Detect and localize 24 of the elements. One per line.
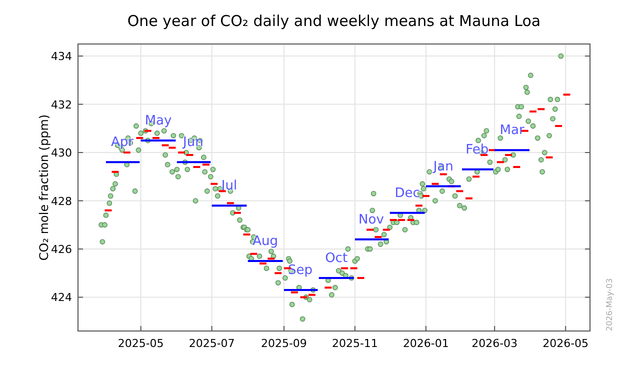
x-tick-label: 2026-05	[542, 337, 589, 350]
chart-title: One year of CO₂ daily and weekly means at Mauna Loa	[127, 12, 541, 30]
annotation: May	[144, 113, 172, 128]
y-tick-label: 434	[51, 50, 72, 64]
y-tick-label: 432	[51, 98, 72, 112]
y-axis-title: CO₂ mole fraction (ppm)	[37, 114, 51, 261]
annotation: Oct	[325, 250, 348, 266]
annotation: Mar	[500, 123, 525, 138]
y-tick-label: 426	[51, 243, 72, 256]
annotation: Jan	[432, 159, 454, 174]
x-tick-label: 2026-03	[472, 337, 518, 350]
text: 2026-May-03	[605, 278, 614, 331]
annotation: Feb	[466, 142, 489, 158]
y-tick-label: 424	[51, 291, 72, 304]
x-tick-label: 2026-01	[402, 337, 449, 350]
y-tick-label: 430	[51, 146, 72, 160]
x-tick-label: 2025-11	[332, 337, 378, 350]
annotation: Aug	[252, 234, 278, 250]
x-tick-label: 2025-09	[260, 337, 307, 350]
annotation: Nov	[358, 212, 384, 228]
x-tick-label: 2025-05	[118, 337, 164, 350]
y-tick-label: 428	[51, 194, 72, 208]
annotation: Sep	[288, 263, 313, 278]
x-tick-label: 2025-07	[188, 337, 235, 350]
